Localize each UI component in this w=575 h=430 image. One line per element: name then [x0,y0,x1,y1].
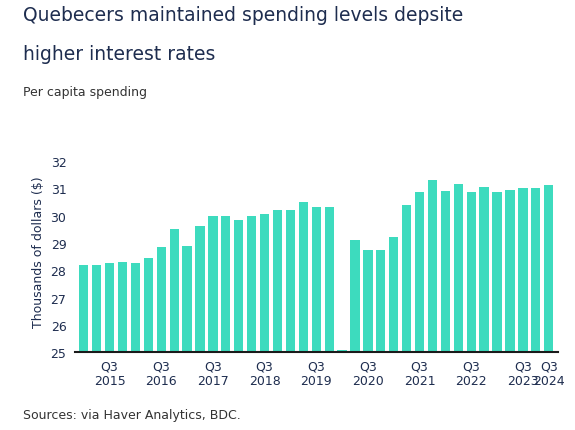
Bar [531,189,540,430]
Bar [441,191,450,430]
Bar [273,211,282,430]
Text: Sources: via Haver Analytics, BDC.: Sources: via Haver Analytics, BDC. [23,408,241,421]
Bar [182,246,191,430]
Bar [286,211,295,430]
Bar [428,181,437,430]
Bar [363,250,373,430]
Bar [79,265,89,430]
Bar [376,250,385,430]
Bar [415,193,424,430]
Bar [544,186,553,430]
Bar [156,247,166,430]
Bar [105,264,114,430]
Bar [196,227,205,430]
Bar [338,350,347,430]
Bar [350,241,359,430]
Bar [170,230,179,430]
Bar [389,238,398,430]
Text: higher interest rates: higher interest rates [23,45,216,64]
Y-axis label: Thousands of dollars ($): Thousands of dollars ($) [32,176,45,327]
Bar [492,193,502,430]
Text: Quebecers maintained spending levels depsite: Quebecers maintained spending levels dep… [23,6,463,25]
Bar [402,205,411,430]
Bar [118,262,127,430]
Text: Per capita spending: Per capita spending [23,86,147,99]
Bar [454,184,463,430]
Bar [324,208,334,430]
Bar [92,265,101,430]
Bar [466,193,476,430]
Bar [221,216,231,430]
Bar [260,215,269,430]
Bar [505,190,515,430]
Bar [298,203,308,430]
Bar [247,216,256,430]
Bar [208,216,217,430]
Bar [518,189,527,430]
Bar [480,187,489,430]
Bar [312,208,321,430]
Bar [131,264,140,430]
Bar [144,258,153,430]
Bar [234,220,243,430]
